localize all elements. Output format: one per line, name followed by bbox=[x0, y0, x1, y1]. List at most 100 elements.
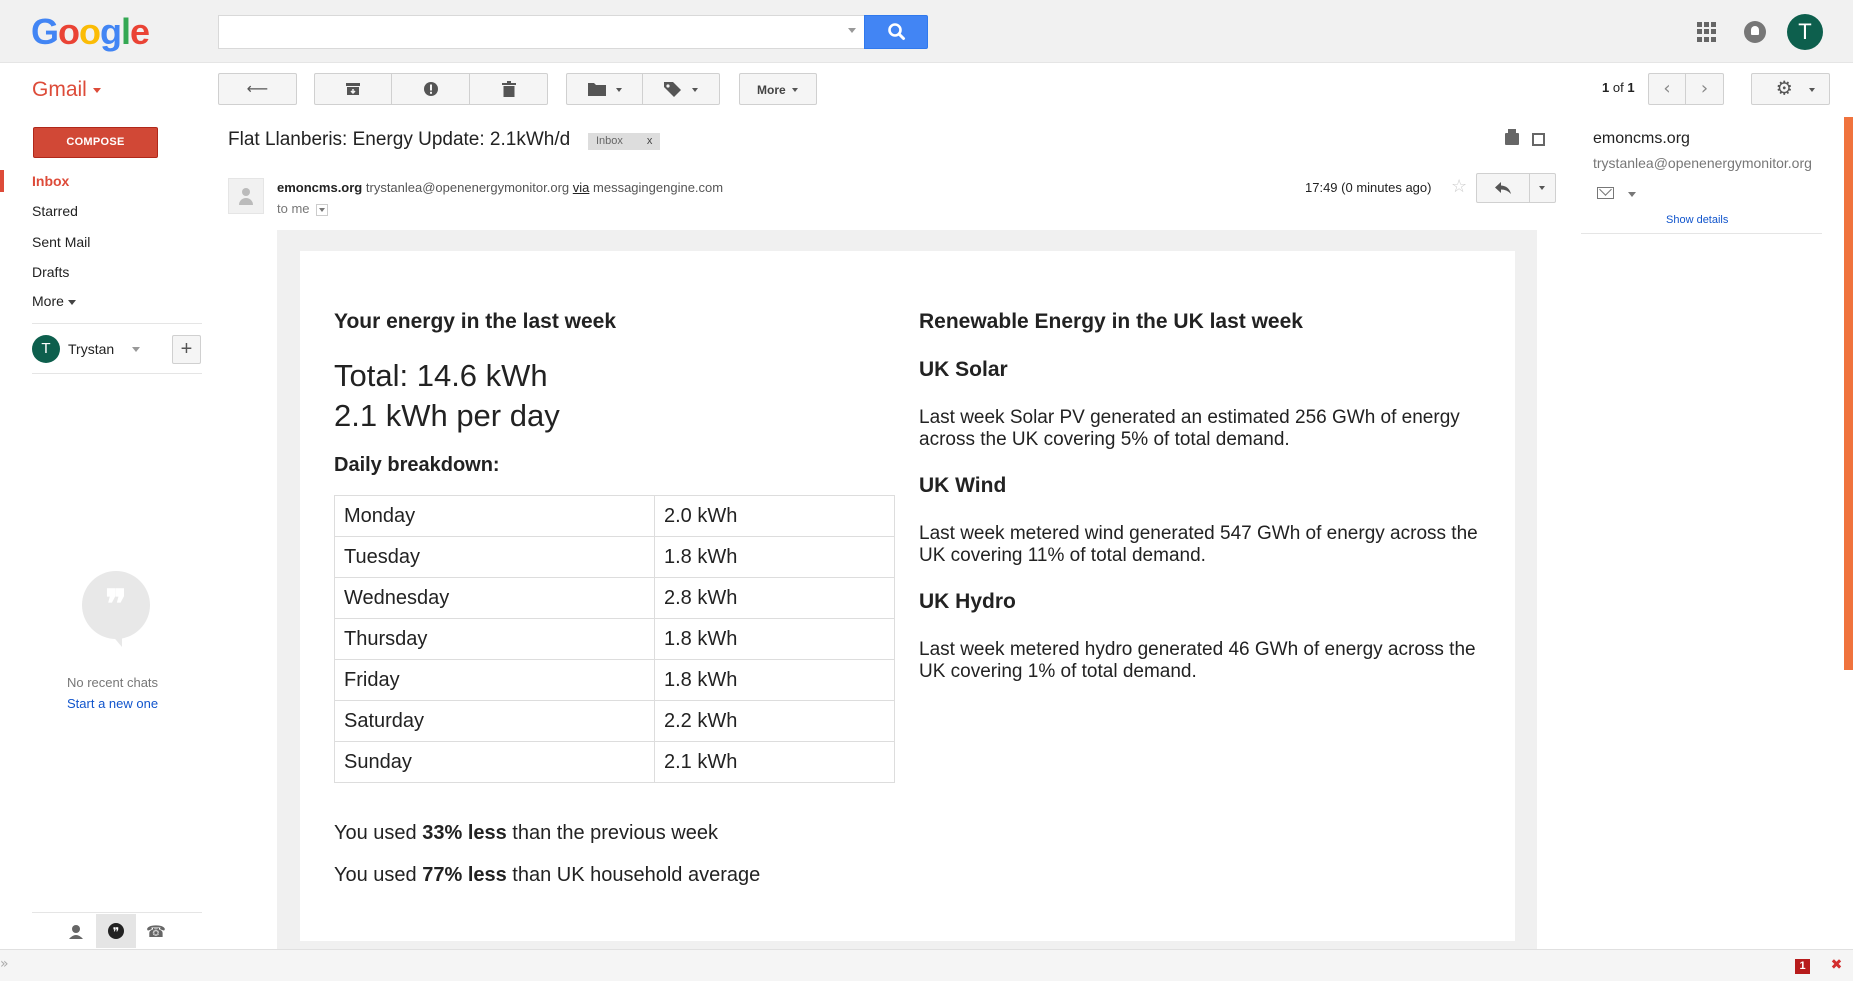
uk-solar-text: Last week Solar PV generated an estimate… bbox=[919, 407, 1460, 450]
logo-letter: l bbox=[121, 11, 131, 52]
open-new-window-icon[interactable] bbox=[1532, 133, 1545, 146]
notifications-bell-icon[interactable] bbox=[1744, 21, 1766, 43]
archive-icon bbox=[346, 83, 360, 95]
inbox-label-chip[interactable]: Inbox x bbox=[588, 133, 661, 150]
chevron-down-icon bbox=[616, 88, 622, 92]
folder-icon bbox=[588, 83, 606, 96]
sidebar-item-sent-mail[interactable]: Sent Mail bbox=[32, 234, 91, 250]
newer-button[interactable]: ‹ bbox=[1648, 73, 1686, 105]
hangouts-quote-icon[interactable]: ❞ bbox=[96, 914, 136, 948]
uk-hydro-heading: UK Hydro bbox=[919, 590, 1016, 613]
search-input[interactable] bbox=[218, 15, 864, 49]
daily-breakdown-table: Monday 2.0 kWh Tuesday 1.8 kWh Wednesday 2.… bbox=[334, 495, 895, 783]
compare-uk-average: You used 77% less than UK household aver… bbox=[334, 864, 760, 887]
chevron-down-icon bbox=[1539, 186, 1545, 190]
chevron-down-icon[interactable] bbox=[1628, 192, 1636, 197]
google-logo[interactable]: Google bbox=[31, 11, 150, 53]
settings-button[interactable]: ⚙ bbox=[1751, 73, 1830, 105]
reply-button[interactable] bbox=[1476, 173, 1530, 203]
active-nav-indicator bbox=[0, 170, 4, 192]
compare-prev-prefix: You used bbox=[334, 822, 423, 844]
hangouts-avatar[interactable]: T bbox=[32, 335, 60, 363]
gmail-menu[interactable]: Gmail bbox=[32, 78, 101, 102]
search-options-chevron-icon[interactable] bbox=[848, 28, 856, 33]
email-time: 17:49 (0 minutes ago) bbox=[1305, 180, 1432, 195]
day-cell: Tuesday bbox=[334, 536, 655, 578]
compare-prev-amount: 33% less bbox=[422, 822, 507, 844]
pager-nav-group: ‹ › bbox=[1648, 73, 1724, 105]
compose-button[interactable]: COMPOSE bbox=[33, 127, 158, 158]
uk-solar-heading: UK Solar bbox=[919, 358, 1008, 381]
start-new-chat-link[interactable]: Start a new one bbox=[67, 696, 159, 711]
energy-total: Total: 14.6 kWh bbox=[334, 358, 548, 393]
table-row: Thursday 1.8 kWh bbox=[334, 618, 895, 660]
chat-bubble-icon: ❞ bbox=[82, 571, 150, 647]
renewable-energy-heading: Renewable Energy in the UK last week bbox=[919, 310, 1303, 333]
sidebar-item-drafts[interactable]: Drafts bbox=[32, 264, 70, 280]
table-row: Friday 1.8 kWh bbox=[334, 659, 895, 701]
email-envelope-icon[interactable] bbox=[1597, 187, 1614, 199]
scrollbar[interactable] bbox=[1844, 117, 1853, 670]
pager-current: 1 bbox=[1602, 80, 1610, 95]
new-conversation-button[interactable]: + bbox=[172, 335, 201, 364]
day-cell: Monday bbox=[334, 495, 655, 537]
uk-wind-heading: UK Wind bbox=[919, 474, 1007, 497]
apps-grid-icon[interactable] bbox=[1697, 22, 1717, 42]
message-actions-group bbox=[314, 73, 548, 105]
more-actions-button[interactable]: More bbox=[739, 73, 817, 105]
energy-per-day: 2.1 kWh per day bbox=[334, 398, 560, 433]
move-to-button[interactable] bbox=[566, 73, 643, 105]
sender-name[interactable]: emoncms.org bbox=[277, 180, 363, 195]
expand-arrows-icon[interactable]: » bbox=[0, 956, 9, 972]
sidebar-item-starred[interactable]: Starred bbox=[32, 203, 78, 219]
svg-text:❞: ❞ bbox=[113, 925, 119, 939]
recipient-line: to me bbox=[277, 201, 328, 216]
back-to-inbox-button[interactable]: ⟵ bbox=[218, 73, 297, 105]
phone-icon[interactable]: ☎ bbox=[146, 922, 166, 941]
table-row: Sunday 2.1 kWh bbox=[334, 741, 895, 783]
value-cell: 1.8 kWh bbox=[654, 536, 895, 578]
labels-button[interactable] bbox=[643, 73, 720, 105]
show-details-chevron-icon[interactable] bbox=[315, 203, 328, 216]
account-avatar[interactable]: T bbox=[1787, 14, 1823, 50]
quote-mark-icon: ❞ bbox=[105, 581, 127, 628]
your-energy-heading: Your energy in the last week bbox=[334, 310, 617, 333]
table-row: Tuesday 1.8 kWh bbox=[334, 536, 895, 578]
older-button[interactable]: › bbox=[1686, 73, 1724, 105]
archive-button[interactable] bbox=[314, 73, 392, 105]
value-cell: 2.0 kWh bbox=[654, 495, 895, 537]
contacts-person-icon[interactable] bbox=[66, 922, 86, 942]
via-link[interactable]: via bbox=[572, 180, 590, 195]
label-chip-text: Inbox bbox=[596, 135, 623, 147]
contact-name: emoncms.org bbox=[1593, 130, 1690, 147]
organize-actions-group bbox=[566, 73, 720, 105]
status-bar bbox=[0, 949, 1853, 981]
print-icon[interactable] bbox=[1505, 129, 1519, 145]
hangouts-user-name[interactable]: Trystan bbox=[68, 341, 115, 357]
daily-breakdown-heading: Daily breakdown: bbox=[334, 454, 500, 476]
show-details-link[interactable]: Show details bbox=[1666, 214, 1729, 226]
close-icon[interactable]: ✖ bbox=[1830, 957, 1843, 973]
day-cell: Friday bbox=[334, 659, 655, 701]
pager-total: 1 bbox=[1627, 80, 1635, 95]
value-cell: 2.2 kWh bbox=[654, 700, 895, 742]
search-button[interactable] bbox=[864, 15, 928, 49]
contact-email: trystanlea@openenergymonitor.org bbox=[1593, 155, 1812, 171]
delete-button[interactable] bbox=[470, 73, 548, 105]
value-cell: 1.8 kWh bbox=[654, 659, 895, 701]
gmail-label: Gmail bbox=[32, 78, 87, 101]
hangouts-status-chevron-icon[interactable] bbox=[132, 347, 140, 352]
remove-label-button[interactable]: x bbox=[646, 135, 653, 147]
sidebar-item-inbox[interactable]: Inbox bbox=[32, 173, 70, 189]
reply-actions-group bbox=[1476, 173, 1556, 203]
status-count-badge[interactable]: 1 bbox=[1795, 959, 1810, 974]
star-icon[interactable]: ☆ bbox=[1451, 176, 1468, 197]
gear-icon: ⚙ bbox=[1775, 77, 1793, 100]
more-reply-options-button[interactable] bbox=[1530, 173, 1556, 203]
uk-wind-text: Last week metered wind generated 547 GWh… bbox=[919, 523, 1478, 566]
report-spam-button[interactable] bbox=[392, 73, 470, 105]
chevron-down-icon bbox=[792, 88, 798, 92]
sidebar-item-more[interactable]: More bbox=[32, 293, 76, 309]
email-subject: Flat Llanberis: Energy Update: 2.1kWh/d bbox=[228, 129, 571, 150]
